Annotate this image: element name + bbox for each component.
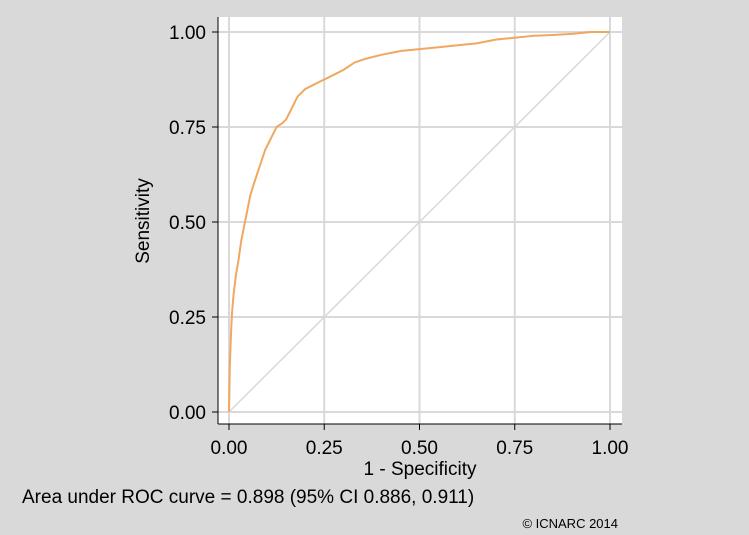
x-tick-label: 0.50 (401, 438, 438, 459)
series-layer (228, 31, 611, 413)
ticks: 0.00 0.25 0.50 0.75 1.00 0.00 0.25 0.50 0.75 1.00 (169, 23, 628, 459)
y-tick-label: 0.00 (169, 403, 206, 424)
auc-annotation: Area under ROC curve = 0.898 (95% CI 0.8… (22, 487, 474, 508)
y-tick-label: 0.50 (169, 213, 206, 234)
y-axis-label: Sensitivity (133, 178, 154, 264)
y-tick-label: 1.00 (169, 23, 206, 44)
x-tick-label: 1.00 (592, 438, 629, 459)
grid-lines (218, 17, 622, 424)
x-tick-label: 0.00 (211, 438, 248, 459)
x-tick-label: 0.75 (496, 438, 533, 459)
copyright-note: © ICNARC 2014 (522, 516, 618, 531)
y-tick-label: 0.75 (169, 118, 206, 139)
x-tick-label: 0.25 (306, 438, 343, 459)
roc-curve (228, 31, 610, 413)
y-tick-label: 0.25 (169, 308, 206, 329)
x-axis-label: 1 - Specificity (364, 459, 477, 480)
reference-diagonal (228, 31, 611, 413)
